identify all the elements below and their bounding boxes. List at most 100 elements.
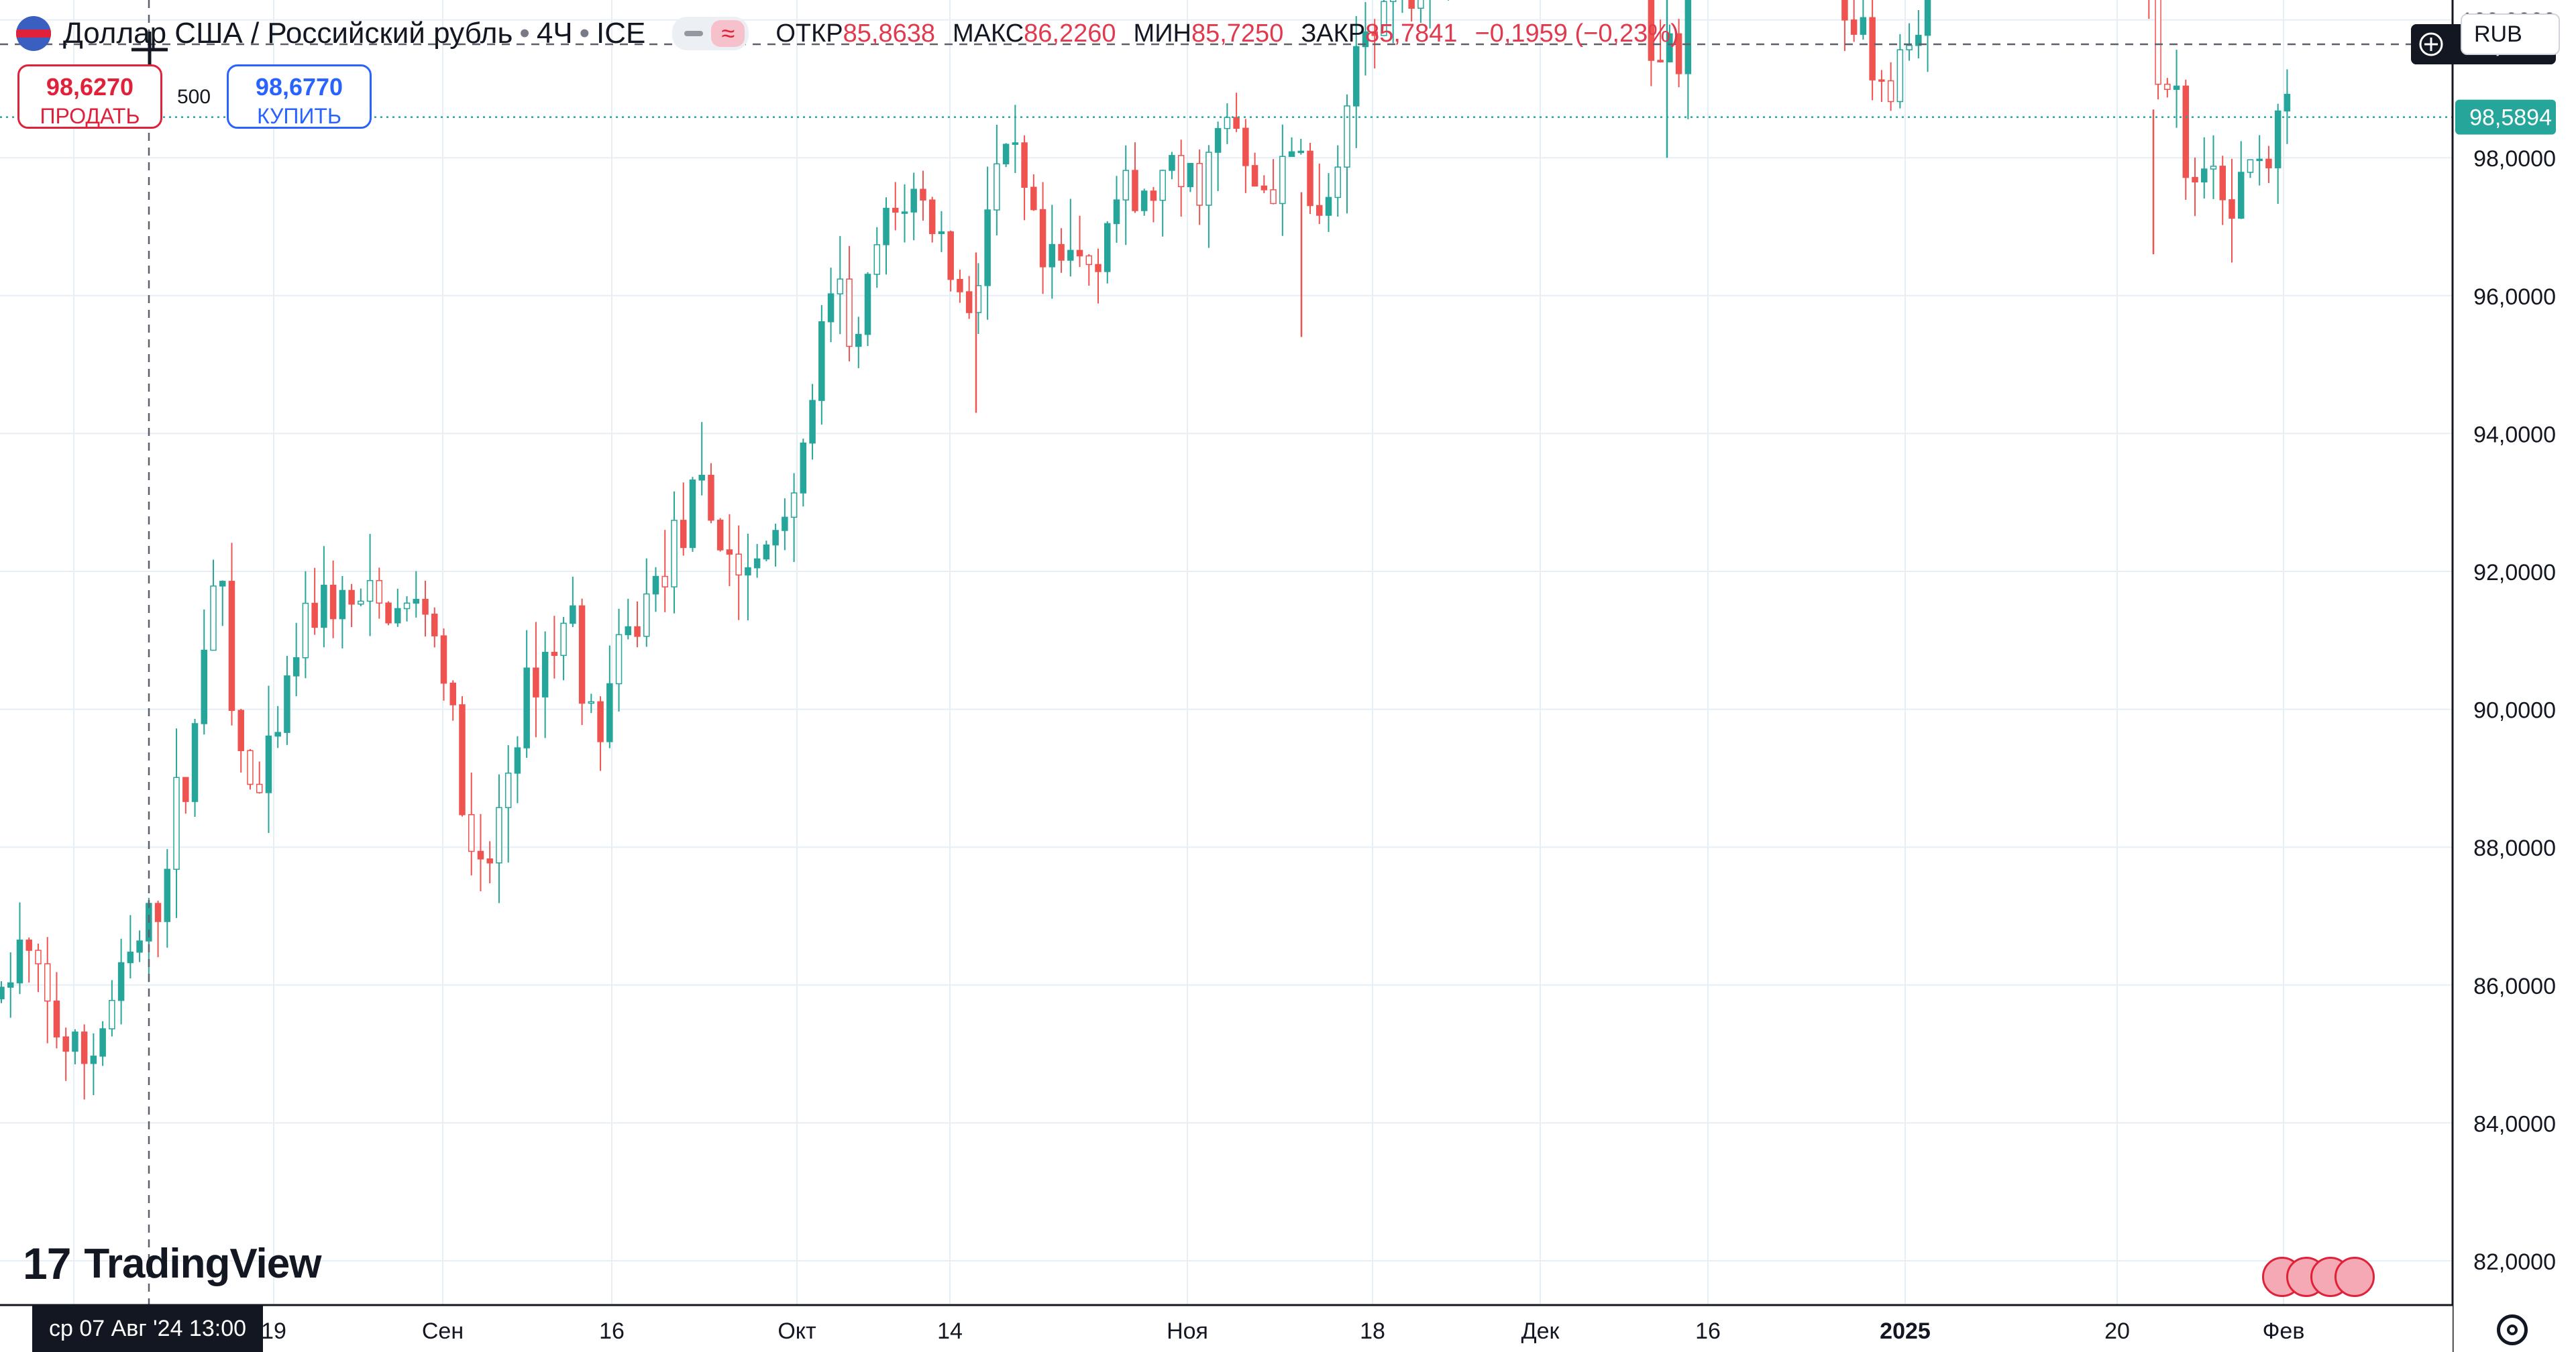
candle: [2201, 137, 2208, 199]
candle-body: [846, 278, 853, 347]
candle-body: [2237, 172, 2245, 219]
candle-body: [72, 1031, 78, 1052]
candle: [772, 523, 779, 567]
candle-body: [588, 701, 595, 704]
ohlc-close: ЗАКР85,7841: [1301, 19, 1458, 48]
candle: [1085, 253, 1093, 286]
candle: [1389, 0, 1397, 44]
candle: [1242, 119, 1249, 193]
candle-body: [1325, 196, 1332, 216]
tradingview-logo-icon: 17: [23, 1239, 71, 1288]
currency-label: RUB: [2474, 21, 2522, 47]
candle-body: [1169, 155, 1175, 171]
candle: [1878, 70, 1885, 103]
candle: [117, 938, 125, 1025]
settings-gear-icon[interactable]: [2497, 1314, 2528, 1345]
buy-button[interactable]: 98,6770 КУПИТЬ: [227, 64, 372, 129]
candle-body: [652, 575, 659, 595]
candle: [292, 622, 300, 697]
candle: [1260, 175, 1268, 194]
candle-body: [698, 475, 705, 481]
sell-button[interactable]: 98,6270 ПРОДАТЬ: [17, 64, 162, 129]
time-tick-label: Дек: [1521, 1318, 1560, 1344]
candle: [348, 583, 355, 628]
time-tick-label: Ноя: [1167, 1318, 1208, 1344]
time-tick-label: Фев: [2263, 1318, 2305, 1344]
candle-body: [274, 732, 281, 737]
candle-body: [1122, 170, 1129, 201]
candle-body: [219, 581, 226, 587]
time-axis[interactable]: 19 Сен 16 Окт 14 Ноя 18 Дек 16 2025 20 Фев: [0, 1304, 2453, 1352]
candle-body: [1869, 17, 1876, 80]
candle: [459, 696, 466, 817]
candle: [274, 706, 281, 748]
candle: [2219, 156, 2226, 225]
candle: [127, 915, 134, 978]
add-alert-icon: [2419, 32, 2443, 56]
price-axis-background: [2453, 0, 2576, 1352]
candle-body: [782, 516, 788, 531]
candle: [80, 1024, 88, 1100]
candle-body: [504, 773, 512, 808]
price-axis[interactable]: 82,0000 84,0000 86,0000 88,0000 90,0000 92,00…: [2411, 0, 2576, 1352]
candle: [62, 1027, 69, 1081]
candle: [1841, 0, 1848, 52]
candle-body: [247, 750, 254, 785]
candle: [247, 748, 254, 790]
event-flags[interactable]: [2262, 1257, 2390, 1300]
candle-body: [735, 553, 742, 576]
candle: [716, 518, 724, 552]
candle-body: [90, 1056, 97, 1064]
candle: [1316, 163, 1323, 225]
currency-selector[interactable]: RUB: [2461, 13, 2560, 55]
candle: [2284, 69, 2291, 144]
candle-body: [597, 701, 604, 742]
candle-body: [1159, 170, 1166, 201]
candle: [965, 276, 973, 319]
candle: [625, 598, 632, 640]
candle-body: [1381, 1, 1387, 36]
usd-event-icon[interactable]: [2334, 1257, 2375, 1297]
candle: [413, 571, 420, 618]
candle-body: [1860, 17, 1867, 35]
candle-body: [957, 278, 963, 292]
price-tick-label: 98,0000: [2473, 146, 2556, 172]
candle-body: [994, 163, 1000, 211]
candle-body: [864, 274, 871, 335]
candle: [265, 685, 272, 834]
candle-body: [2173, 85, 2180, 91]
wave-icon[interactable]: ≈: [711, 19, 745, 47]
candle: [146, 897, 152, 982]
candle-body: [873, 244, 881, 275]
candle: [1039, 182, 1046, 294]
tradingview-logo[interactable]: 17 TradingView: [23, 1238, 322, 1289]
candle: [1408, 0, 1415, 22]
candle-body: [570, 605, 576, 624]
candle: [818, 304, 825, 425]
candle: [422, 581, 429, 637]
ohlc-values: ОТКР85,8638 МАКС86,2260 МИН85,7250 ЗАКР8…: [775, 19, 1686, 48]
candle: [321, 546, 327, 648]
candle-body: [689, 480, 696, 549]
candle: [837, 235, 844, 335]
candle-body: [1140, 190, 1148, 211]
candle: [2155, 0, 2161, 100]
candle: [1417, 0, 1424, 23]
candle: [873, 227, 881, 288]
candle-body: [2265, 158, 2272, 168]
minus-icon[interactable]: [684, 31, 704, 36]
candle: [1251, 152, 1258, 187]
candle-body: [1085, 255, 1093, 266]
interval-label[interactable]: 4Ч: [536, 17, 573, 50]
candle-body: [376, 579, 383, 604]
candle-body: [1906, 45, 1913, 51]
symbol-name[interactable]: Доллар США / Российский рубль: [63, 17, 513, 50]
candle: [2256, 135, 2263, 186]
candle-body: [348, 589, 355, 605]
candle-body: [1113, 199, 1120, 225]
candle: [431, 607, 438, 648]
order-quantity[interactable]: 500: [177, 86, 211, 108]
candle-body: [2201, 168, 2208, 183]
indicator-toggle[interactable]: ≈: [672, 17, 749, 50]
